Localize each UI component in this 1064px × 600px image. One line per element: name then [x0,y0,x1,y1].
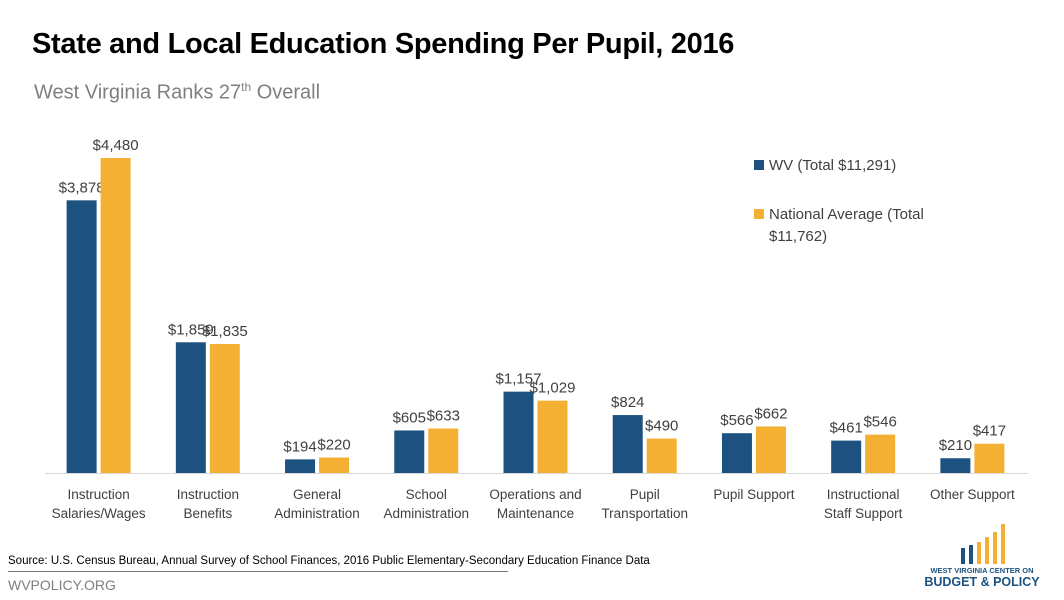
data-label: $1,835 [202,323,248,340]
x-tick-label: Salaries/Wages [52,506,146,521]
x-tick-label: Staff Support [824,506,903,521]
data-label: $605 [393,409,426,426]
bar-national [974,443,1005,473]
data-label: $220 [317,437,350,454]
bar-national [428,428,459,473]
bar-wv [285,459,316,473]
x-tick-label: Benefits [183,506,232,521]
data-label: $662 [754,405,787,422]
x-tick-label: Instruction [67,487,129,502]
x-tick-label: Instruction [177,487,239,502]
bar-national [755,426,786,473]
chart-title: State and Local Education Spending Per P… [32,28,735,60]
bar-national [209,343,240,473]
subtitle-text: West Virginia Ranks 27 [34,81,242,104]
bar-wv [503,391,534,473]
chart-subtitle: West Virginia Ranks 27th Overall [34,80,320,105]
data-label: $1,157 [496,371,542,388]
subtitle-sup: th [241,80,252,94]
legend-label: WV (Total $11,291) [769,157,896,174]
data-label: $3,878 [59,179,105,196]
logo-line2: BUDGET & POLICY [924,575,1040,589]
bar-wv [612,415,643,473]
x-tick-label: Pupil [630,487,660,502]
data-label: $633 [427,407,460,424]
data-label: $546 [863,414,896,431]
bar-national [646,438,677,473]
legend-swatch [754,209,764,219]
x-tick-label: School [406,487,447,502]
bar-wv [831,440,862,473]
data-label: $824 [611,394,644,411]
x-tick-label: Transportation [601,506,688,521]
source-note: Source: U.S. Census Bureau, Annual Surve… [8,555,650,567]
data-label: $4,480 [93,137,139,154]
data-label: $1,859 [168,321,214,338]
x-tick-label: General [293,487,341,502]
data-label: $417 [973,423,1006,440]
x-tick-label: Operations and [489,487,581,502]
bar-wv [175,342,206,473]
wvcbp-logo: WEST VIRGINIA CENTER ON BUDGET & POLICY [924,524,1040,589]
bar-wv [940,458,971,473]
x-tick-label: Instructional [827,487,900,502]
x-tick-label: Administration [384,506,470,521]
subtitle-tail: Overall [251,81,321,104]
data-label: $461 [829,420,862,437]
bar-national [865,434,896,473]
bar-national [537,400,568,473]
data-label: $194 [283,438,316,455]
bar-wv [721,433,752,473]
x-tick-label: Other Support [930,487,1015,502]
x-tick-label: Maintenance [497,506,574,521]
x-tick-label: Administration [274,506,360,521]
source-divider [8,571,508,572]
data-label: $566 [720,412,753,429]
legend-label: National Average (Total [769,206,924,223]
data-label: $1,029 [530,380,576,397]
logo-line1: WEST VIRGINIA CENTER ON [930,566,1033,575]
bar-national [319,457,350,473]
bar-wv [66,200,97,473]
site-url: WVPOLICY.ORG [8,577,116,593]
bar-national [100,158,131,473]
data-label: $490 [645,418,678,435]
bar-chart: $3,878 $4,480 Instruction Salaries/Wages $1,… [45,137,1028,521]
legend-swatch [754,160,764,170]
legend-label: $11,762) [769,228,827,245]
x-tick-label: Pupil Support [713,487,794,502]
bar-wv [394,430,425,473]
data-label: $210 [939,437,972,454]
